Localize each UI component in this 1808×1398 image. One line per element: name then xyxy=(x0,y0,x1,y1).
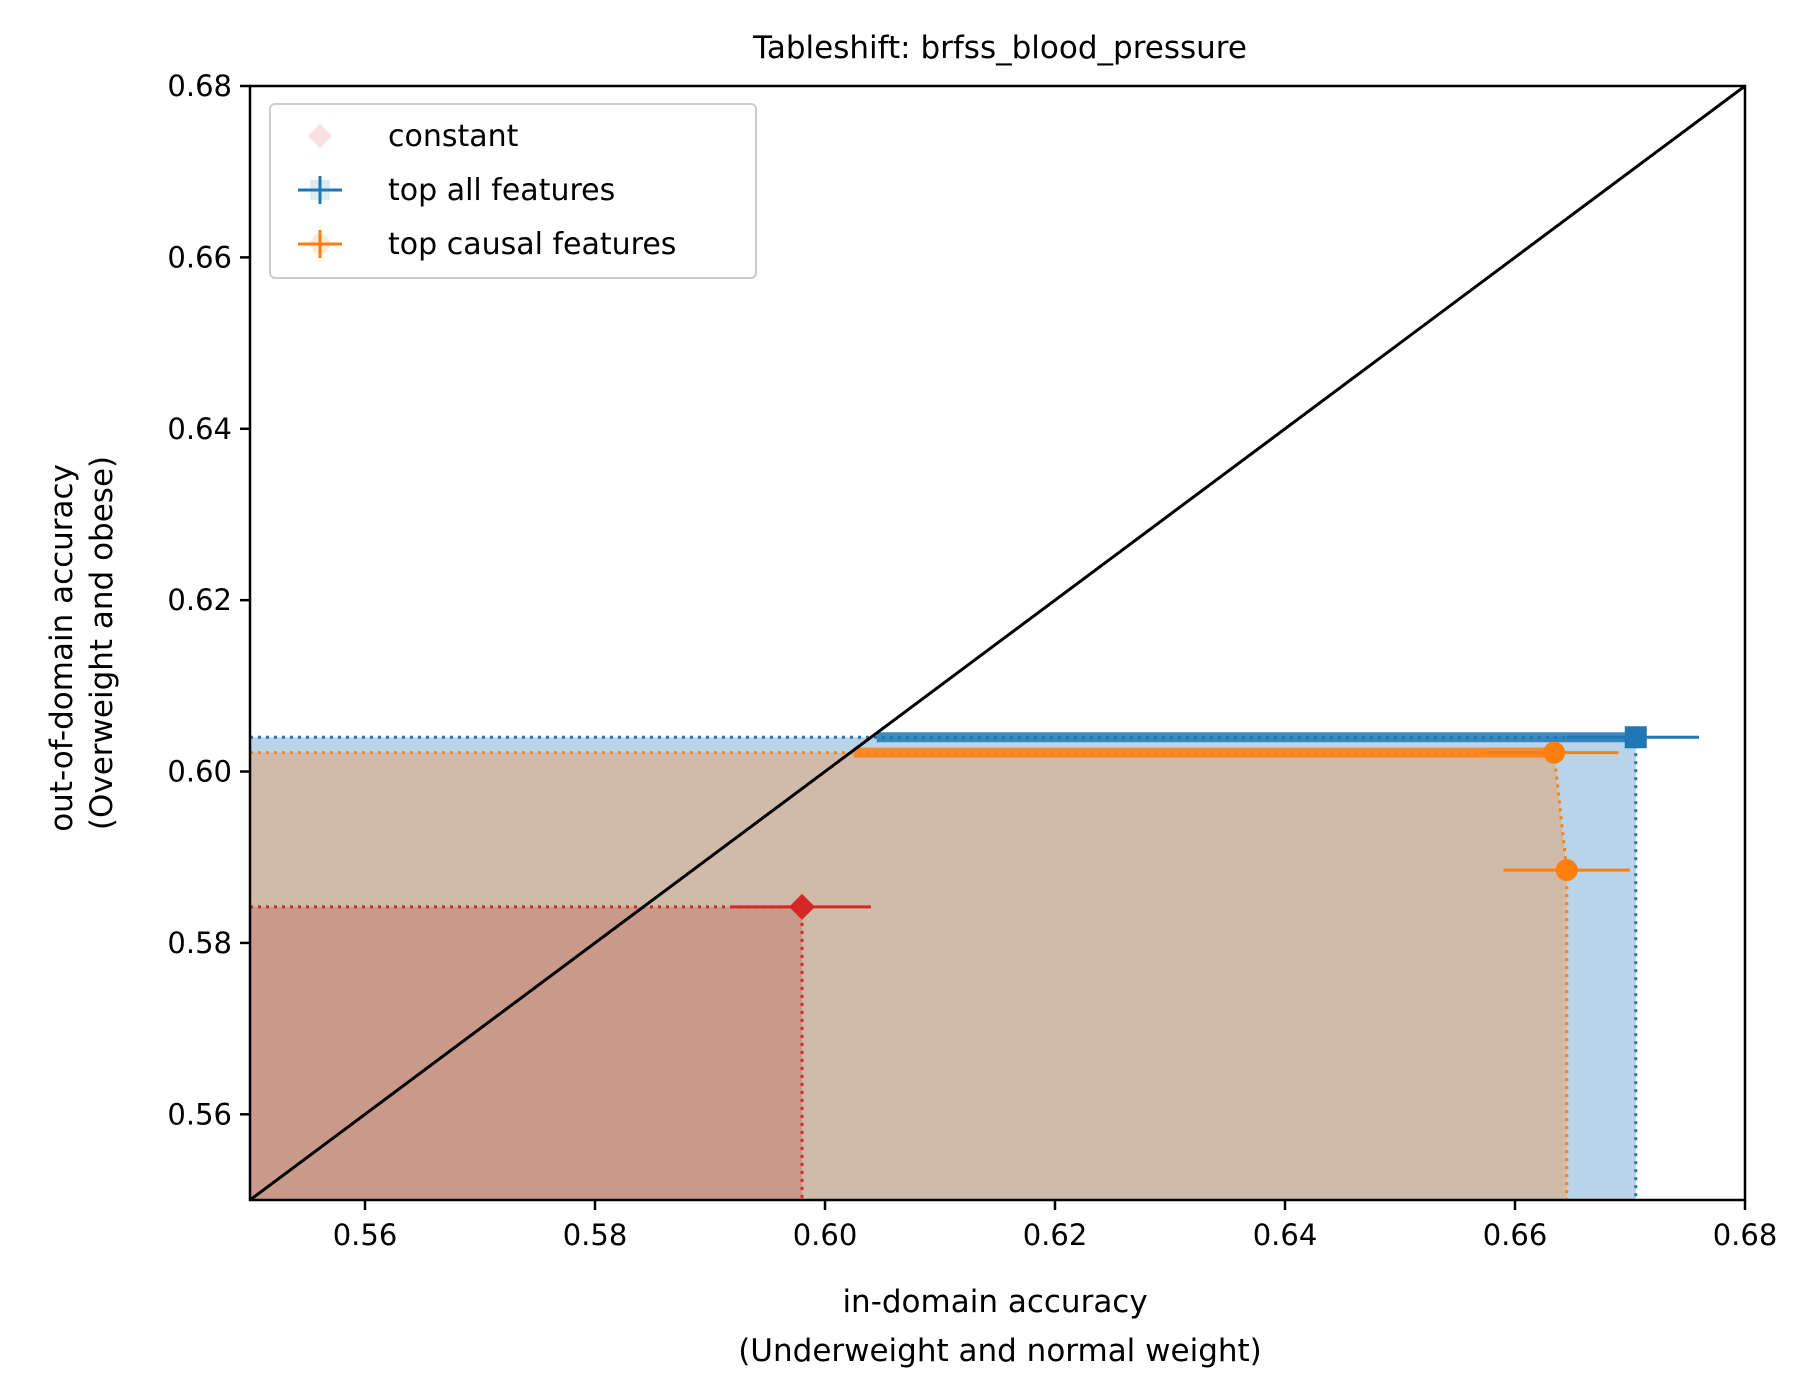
x-tick-label-0: 0.56 xyxy=(333,1218,398,1252)
y-axis-label-line-1: out-of-domain accuracy xyxy=(44,464,80,832)
data-point-0-0 xyxy=(789,893,815,920)
x-axis-label: in-domain accuracy (Underweight and norm… xyxy=(738,1284,1262,1369)
chart-title: Tableshift: brfss_blood_pressure xyxy=(752,30,1247,66)
y-tick-label-4: 0.64 xyxy=(167,412,232,446)
fill-region-constant xyxy=(250,906,802,1200)
plot-frame xyxy=(248,84,1747,1202)
diagonal-line-layer xyxy=(249,84,1746,1202)
y-tick-label-6: 0.68 xyxy=(167,69,232,103)
x-axis-label-line-1: in-domain accuracy xyxy=(842,1284,1147,1320)
x-axis: 0.56 0.58 0.60 0.62 0.64 0.66 0.68 xyxy=(333,1200,1778,1252)
reference-lines xyxy=(250,732,1638,1200)
dotted-frontier-top-causal-features xyxy=(1552,752,1569,871)
x-tick-label-3: 0.62 xyxy=(1023,1218,1088,1252)
diagonal-line xyxy=(249,84,1746,1202)
x-tick-label-6: 0.68 xyxy=(1713,1218,1778,1252)
legend-label-1: top all features xyxy=(388,173,615,208)
y-tick-label-0: 0.56 xyxy=(167,1097,232,1131)
y-tick-label-3: 0.62 xyxy=(167,583,232,617)
data-point-2-0 xyxy=(1543,741,1566,764)
y-axis: 0.56 0.58 0.60 0.62 0.64 0.66 0.68 xyxy=(167,69,250,1131)
x-tick-label-5: 0.66 xyxy=(1483,1218,1548,1252)
y-tick-label-2: 0.60 xyxy=(167,755,232,789)
y-axis-label-line-2: (Overweight and obese) xyxy=(84,456,120,830)
x-tick-label-4: 0.64 xyxy=(1253,1218,1318,1252)
x-tick-label-1: 0.58 xyxy=(563,1218,628,1252)
y-tick-label-5: 0.66 xyxy=(167,240,232,274)
legend-label-0: constant xyxy=(388,119,519,154)
legend: constant top all features top causal featu… xyxy=(269,103,757,279)
x-axis-label-line-2: (Underweight and normal weight) xyxy=(738,1333,1262,1369)
data-point-1-0 xyxy=(1624,726,1647,749)
legend-box xyxy=(269,103,757,279)
x-tick-label-2: 0.60 xyxy=(793,1218,858,1252)
plot-fills xyxy=(250,737,1636,1200)
data-point-2-1 xyxy=(1555,859,1578,882)
y-tick-label-1: 0.58 xyxy=(167,926,232,960)
y-axis-label: out-of-domain accuracy (Overweight and o… xyxy=(44,454,120,832)
legend-label-2: top causal features xyxy=(388,227,676,262)
